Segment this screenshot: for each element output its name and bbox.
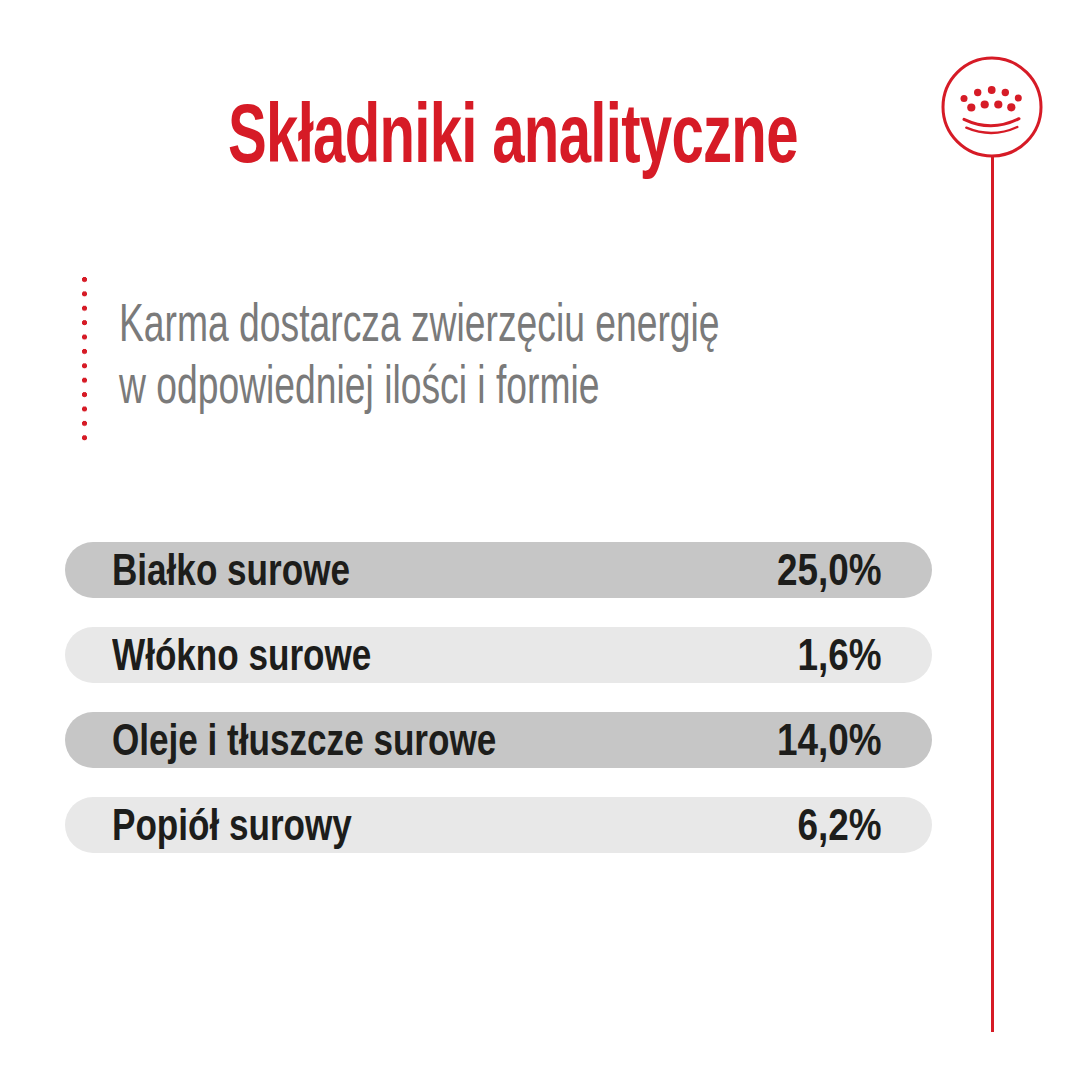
royal-canin-crown-logo	[941, 56, 1043, 158]
table-row: Białko surowe 25,0%	[65, 542, 932, 598]
row-value: 14,0%	[777, 714, 882, 766]
row-label: Białko surowe	[112, 544, 350, 596]
row-value: 6,2%	[798, 799, 882, 851]
row-label: Oleje i tłuszcze surowe	[112, 714, 496, 766]
page-title: Składniki analityczne	[228, 92, 798, 175]
row-label: Włókno surowe	[112, 629, 371, 681]
table-row: Włókno surowe 1,6%	[65, 627, 932, 683]
table-row: Oleje i tłuszcze surowe 14,0%	[65, 712, 932, 768]
row-label: Popiół surowy	[112, 799, 352, 851]
intro-line-1: Karma dostarcza zwierzęciu energię	[119, 291, 720, 353]
row-value: 25,0%	[777, 544, 882, 596]
logo-circle	[943, 58, 1041, 156]
crown-icon	[961, 86, 1022, 133]
vertical-accent-line	[991, 155, 994, 1032]
intro-line-2: w odpowiedniej ilości i formie	[119, 353, 720, 415]
table-row: Popiół surowy 6,2%	[65, 797, 932, 853]
row-value: 1,6%	[798, 629, 882, 681]
analytical-components-table: Białko surowe 25,0% Włókno surowe 1,6% Oleje…	[65, 542, 932, 882]
dotted-accent-line	[82, 277, 87, 441]
intro-text: Karma dostarcza zwierzęciu energię w odp…	[119, 291, 720, 415]
